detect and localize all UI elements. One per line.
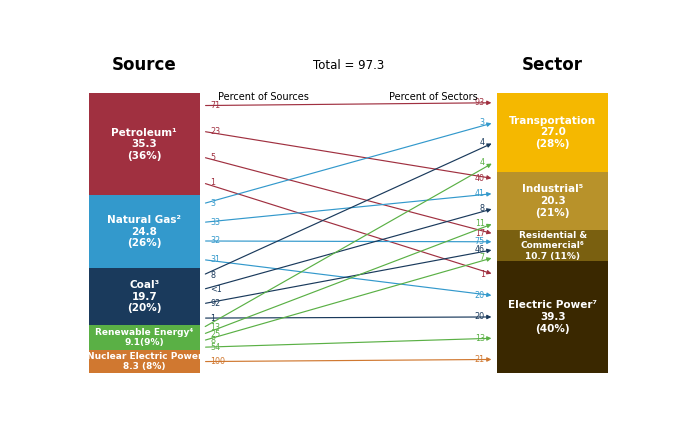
Text: 93: 93: [475, 98, 485, 107]
Text: Total = 97.3: Total = 97.3: [313, 59, 384, 72]
Text: 21: 21: [475, 355, 485, 364]
Text: 11: 11: [475, 219, 485, 228]
Text: Natural Gas²
24.8
(26%): Natural Gas² 24.8 (26%): [107, 215, 182, 248]
Text: Residential &
Commercial⁶
10.7 (11%): Residential & Commercial⁶ 10.7 (11%): [519, 231, 587, 261]
Text: Transportation
27.0
(28%): Transportation 27.0 (28%): [509, 116, 596, 149]
Bar: [89, 195, 200, 269]
Text: 4: 4: [480, 138, 485, 147]
Text: 31: 31: [211, 255, 220, 264]
Text: Percent of Sectors: Percent of Sectors: [390, 92, 478, 102]
Text: 3: 3: [480, 118, 485, 127]
Bar: [89, 94, 200, 195]
Bar: [497, 94, 608, 172]
Text: 1: 1: [211, 178, 216, 187]
Text: 3: 3: [211, 199, 216, 208]
Text: Renewable Energy⁴
9.1(9%): Renewable Energy⁴ 9.1(9%): [95, 328, 193, 347]
Text: 1: 1: [211, 314, 216, 323]
Text: Petroleum¹
35.3
(36%): Petroleum¹ 35.3 (36%): [112, 128, 177, 161]
Text: Sector: Sector: [522, 56, 583, 74]
Text: 75: 75: [475, 237, 485, 246]
Bar: [89, 350, 200, 373]
Text: 20: 20: [475, 291, 485, 300]
Text: <1: <1: [211, 285, 222, 294]
Text: Percent of Sources: Percent of Sources: [218, 92, 309, 102]
Bar: [89, 269, 200, 325]
Bar: [497, 261, 608, 373]
Text: 20: 20: [475, 312, 485, 321]
Text: 41: 41: [475, 189, 485, 198]
Text: 7: 7: [480, 253, 485, 262]
Text: Industrial⁵
20.3
(21%): Industrial⁵ 20.3 (21%): [522, 184, 583, 218]
Text: 40: 40: [475, 174, 485, 183]
Text: 8: 8: [211, 336, 216, 345]
Text: 25: 25: [211, 330, 221, 339]
Text: Nuclear Electric Power
8.3 (8%): Nuclear Electric Power 8.3 (8%): [86, 352, 202, 371]
Bar: [497, 230, 608, 261]
Bar: [497, 172, 608, 230]
Text: 32: 32: [211, 236, 221, 246]
Text: Source: Source: [112, 56, 177, 74]
Text: 8: 8: [480, 204, 485, 213]
Text: 100: 100: [211, 357, 226, 366]
Text: 46: 46: [475, 245, 485, 254]
Text: 71: 71: [211, 101, 221, 110]
Text: 33: 33: [211, 218, 220, 227]
Text: 8: 8: [211, 271, 216, 280]
Text: 23: 23: [211, 127, 221, 136]
Text: Electric Power⁷
39.3
(40%): Electric Power⁷ 39.3 (40%): [508, 300, 597, 334]
Text: Coal³
19.7
(20%): Coal³ 19.7 (20%): [127, 280, 162, 313]
Text: 4: 4: [480, 158, 485, 167]
Text: 5: 5: [211, 153, 216, 162]
Text: 13: 13: [475, 334, 485, 343]
Text: 92: 92: [211, 299, 221, 308]
Bar: [89, 325, 200, 350]
Text: 1: 1: [480, 270, 485, 279]
Text: 54: 54: [211, 343, 221, 352]
Text: 17: 17: [475, 230, 485, 238]
Text: 13: 13: [211, 323, 220, 332]
